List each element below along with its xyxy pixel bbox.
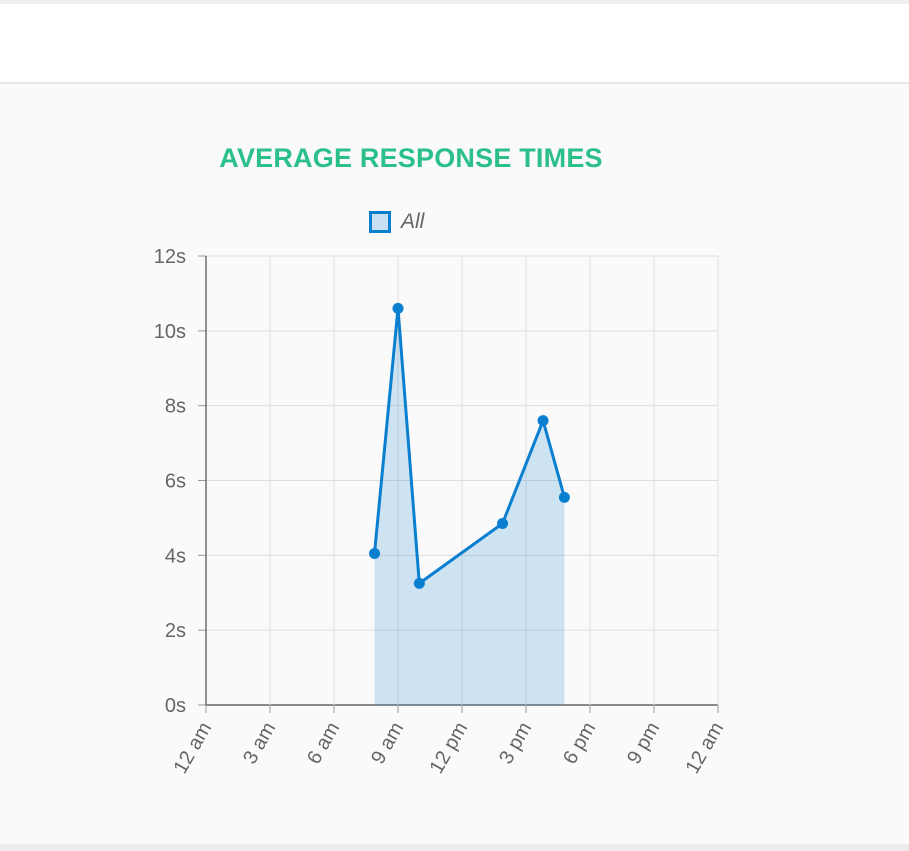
- chart-panel: [0, 84, 909, 844]
- bottom-rule: [0, 844, 909, 851]
- chart-legend[interactable]: All: [369, 207, 424, 237]
- series-line: [373, 306, 566, 585]
- x-tick-label: 12 am: [681, 719, 728, 778]
- data-point: [369, 547, 381, 559]
- chart-title: AVERAGE RESPONSE TIMES: [219, 143, 603, 173]
- x-tick-label: 9 pm: [623, 719, 664, 769]
- legend-swatch-all[interactable]: [369, 211, 391, 233]
- series-all: [369, 302, 570, 705]
- grid-lines: [198, 255, 719, 713]
- data-point: [558, 491, 570, 503]
- x-tick-label: 6 am: [303, 719, 344, 769]
- data-point: [497, 518, 509, 530]
- header-bar: [0, 4, 909, 84]
- data-point: [537, 415, 549, 427]
- x-tick-label: 3 pm: [495, 719, 536, 769]
- y-tick-label: 8s: [165, 396, 186, 418]
- x-tick-label: 6 pm: [559, 719, 600, 769]
- y-tick-label: 4s: [165, 545, 186, 567]
- top-rule: [0, 0, 909, 4]
- y-tick-label: 0s: [165, 695, 186, 717]
- data-point: [413, 577, 425, 589]
- x-tick-label: 12 pm: [425, 719, 472, 778]
- x-tick-label: 9 am: [367, 719, 408, 769]
- y-tick-label: 6s: [165, 471, 186, 493]
- y-axis-ticks: 0s 2s 4s 6s 8s 10s 12s: [154, 246, 186, 717]
- legend-label-all[interactable]: All: [401, 210, 425, 233]
- y-tick-label: 10s: [154, 321, 186, 343]
- x-tick-label: 12 am: [169, 719, 216, 778]
- x-axis-ticks: 12 am 3 am 6 am 9 am 12 pm 3 pm 6 pm 9 pm 12 am: [169, 719, 728, 778]
- data-point: [392, 302, 404, 314]
- y-tick-label: 2s: [165, 620, 186, 642]
- y-tick-label: 12s: [154, 246, 186, 268]
- series-area-fill: [374, 308, 565, 705]
- x-tick-label: 3 am: [239, 719, 280, 769]
